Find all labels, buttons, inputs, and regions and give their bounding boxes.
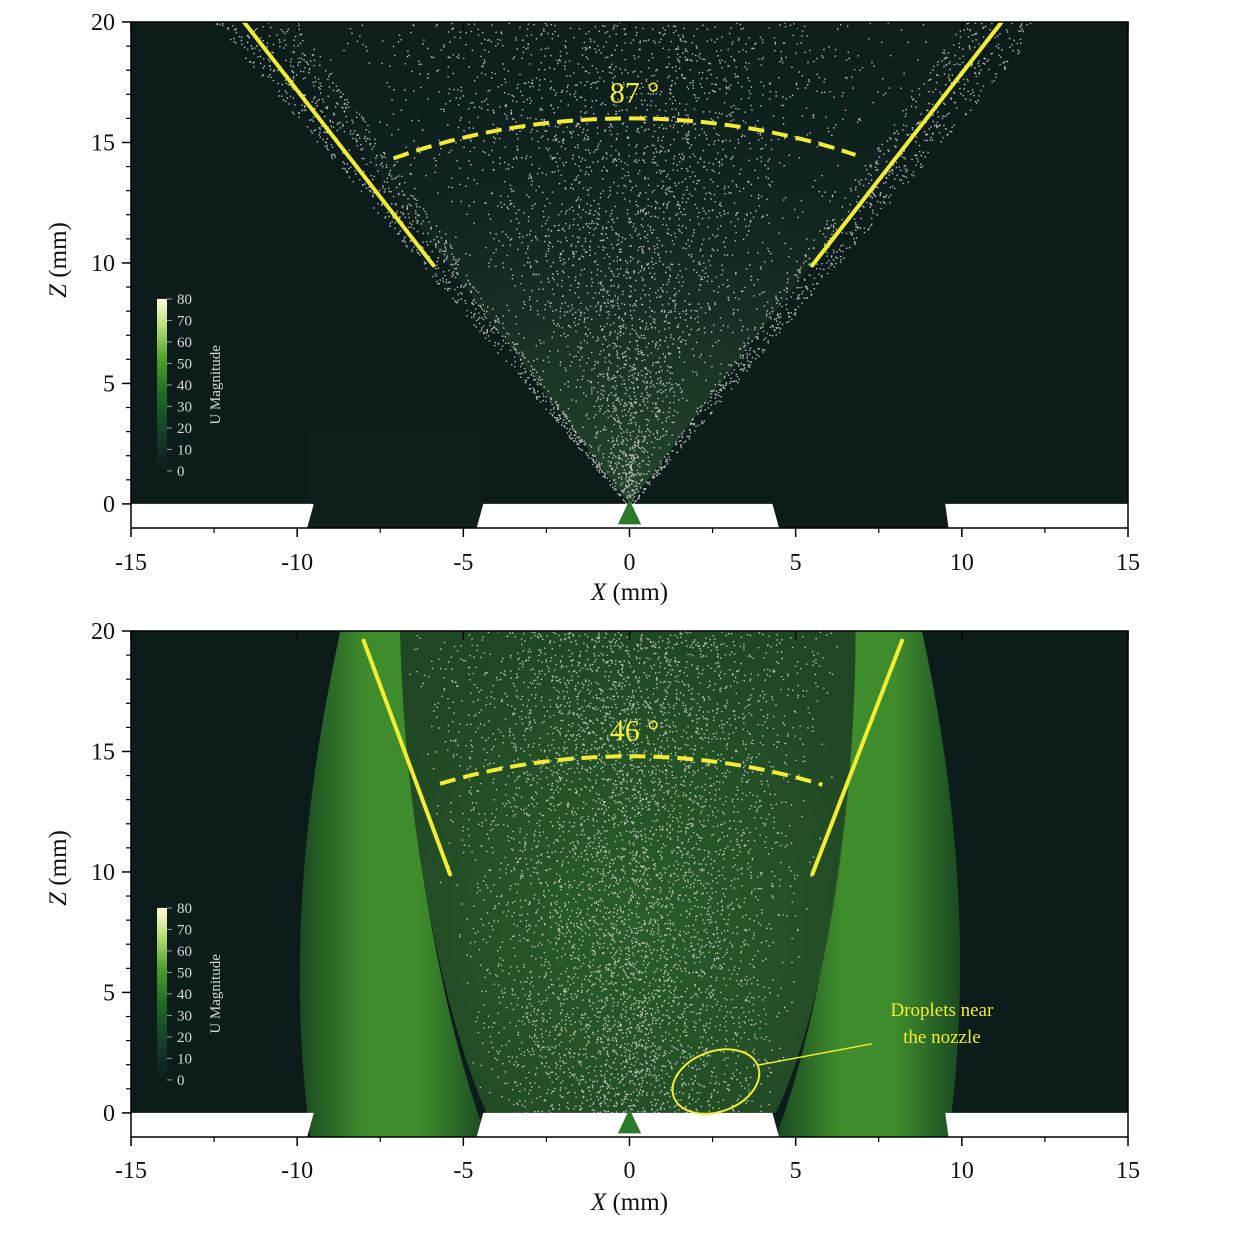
- y-tick-label: 0: [103, 1101, 115, 1127]
- left-wall: [131, 503, 314, 528]
- colorbar-tick-label: 60: [177, 944, 192, 960]
- x-tick-label: -5: [453, 550, 473, 576]
- annotation-text-line: the nozzle: [903, 1027, 981, 1048]
- x-tick-label: -5: [453, 1158, 473, 1184]
- colorbar-tick-label: 60: [177, 335, 192, 351]
- colorbar-tick-label: 0: [177, 1073, 185, 1089]
- colorbar-tick-label: 50: [177, 356, 192, 372]
- cone-line-right: [810, 638, 905, 877]
- angle-annotation: 46 °: [361, 638, 905, 877]
- x-tick-label: 15: [1116, 550, 1140, 576]
- cone-line-left: [241, 22, 436, 268]
- annotation-text-line: Droplets near: [890, 1000, 994, 1021]
- colorbar-tick-label: 20: [177, 1030, 192, 1046]
- colorbar-tick-label: 70: [177, 313, 192, 329]
- nozzle-tip: [617, 1108, 642, 1134]
- annotation-leader-line: [758, 1043, 873, 1066]
- colorbar-tick-label: 10: [177, 1051, 192, 1067]
- colorbar: 0 10 20 30 40 50 60 70 80 U Magnitude: [157, 292, 224, 480]
- y-tick-label: 5: [103, 371, 115, 397]
- colorbar-gradient: [157, 907, 167, 1080]
- x-tick-label: 10: [950, 1158, 974, 1184]
- left-cavity-field: [307, 431, 480, 528]
- colorbar-tick-label: 10: [177, 442, 192, 458]
- cone-line-left: [361, 638, 453, 877]
- colorbar-tick-label: 40: [177, 987, 192, 1003]
- y-tick-label: 5: [103, 980, 115, 1006]
- y-tick-label: 10: [91, 251, 115, 277]
- angle-arc: [392, 116, 857, 161]
- colorbar-gradient: [157, 298, 167, 471]
- y-tick-label: 20: [91, 10, 115, 36]
- x-axis-label: X (mm): [590, 579, 668, 606]
- x-tick-label: -15: [115, 550, 147, 576]
- plot-area: 46 ° Droplets near the nozzle: [131, 631, 1128, 1137]
- colorbar-tick-label: 40: [177, 378, 192, 394]
- angle-arc: [439, 754, 823, 787]
- right-wall: [945, 1112, 1128, 1137]
- right-air-jet: [775, 631, 961, 1137]
- colorbar-tick-label: 30: [177, 399, 192, 415]
- cone-line-right: [810, 22, 1004, 268]
- left-air-jet: [299, 631, 487, 1137]
- plot-area: 87 °: [131, 22, 1128, 528]
- y-tick-label: 15: [91, 130, 115, 156]
- nozzle-tip: [617, 499, 642, 525]
- colorbar-label: U Magnitude: [208, 954, 224, 1034]
- y-tick-label: 20: [91, 619, 115, 645]
- y-axis-label: Z (mm): [45, 222, 72, 298]
- x-tick-label: 0: [624, 1158, 636, 1184]
- x-tick-label: 5: [790, 1158, 802, 1184]
- x-axis-label: X (mm): [590, 1189, 668, 1216]
- x-tick-label: -10: [281, 550, 313, 576]
- colorbar-tick-label: 30: [177, 1008, 192, 1024]
- spray-angle-label: 46 °: [610, 714, 660, 747]
- y-axis-label: Z (mm): [45, 830, 72, 906]
- colorbar-tick-label: 70: [177, 922, 192, 938]
- x-tick-label: 10: [950, 550, 974, 576]
- y-tick-label: 0: [103, 492, 115, 518]
- right-wall: [945, 503, 1128, 528]
- x-tick-label: 0: [624, 550, 636, 576]
- colorbar: 0 10 20 30 40 50 60 70 80 U Magnitude: [157, 901, 224, 1089]
- colorbar-tick-label: 80: [177, 901, 192, 917]
- x-tick-label: -15: [115, 1158, 147, 1184]
- colorbar-tick-label: 20: [177, 421, 192, 437]
- x-tick-label: -10: [281, 1158, 313, 1184]
- colorbar-tick-label: 50: [177, 965, 192, 981]
- spray-angle-label: 87 °: [610, 76, 660, 109]
- x-tick-label: 15: [1116, 1158, 1140, 1184]
- y-tick-label: 10: [91, 860, 115, 886]
- y-tick-label: 15: [91, 739, 115, 765]
- angle-annotation: 87 °: [241, 22, 1004, 268]
- left-wall: [131, 1112, 314, 1137]
- axes: -15 -10 -5 0 5 10 15 0 5 10 15 20 X (mm) Z (mm): [45, 10, 1140, 606]
- colorbar-tick-label: 80: [177, 292, 192, 308]
- colorbar-tick-label: 0: [177, 464, 185, 480]
- x-tick-label: 5: [790, 550, 802, 576]
- nozzle-walls: [131, 1112, 1128, 1137]
- colorbar-label: U Magnitude: [208, 345, 224, 425]
- spray-core-field: [400, 631, 856, 1113]
- droplet-highlight-ellipse: [671, 1048, 761, 1115]
- axes: -15 -10 -5 0 5 10 15 0 5 10 15 20 X (mm) Z (mm): [45, 619, 1140, 1216]
